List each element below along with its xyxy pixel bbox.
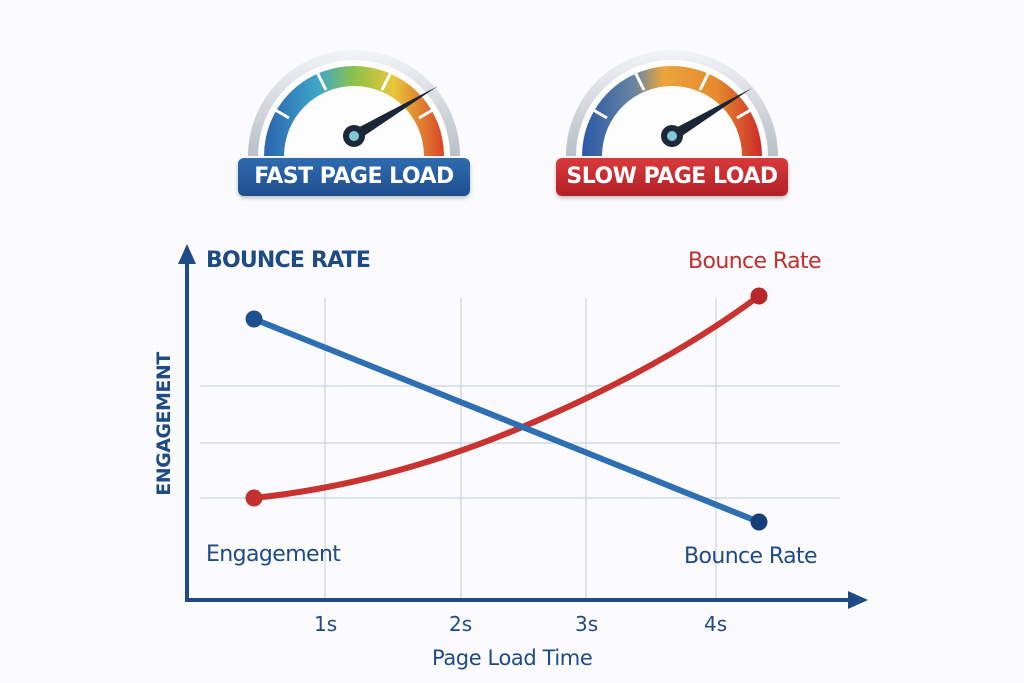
x-tick-1s: 1s (314, 612, 338, 636)
engagement-blue-line (251, 316, 762, 525)
bounce-rate-top-label: Bounce Rate (688, 249, 822, 274)
x-tick-3s: 3s (575, 612, 599, 636)
slow-page-load-gauge: SLOW PAGE LOAD (556, 28, 788, 200)
x-axis-arrow-icon (848, 591, 868, 609)
x-axis-label: Page Load Time (432, 646, 593, 670)
speedometer-slow-icon (566, 50, 778, 156)
axes (178, 244, 868, 609)
speedometer-fast-icon (248, 50, 460, 156)
grid-lines (200, 298, 840, 600)
engagement-label: Engagement (206, 542, 341, 567)
bounce-rate-bottom-label: Bounce Rate (684, 544, 818, 569)
y-axis-label: ENGAGEMENT (153, 352, 175, 496)
bounce-rate-red-curve (251, 293, 762, 501)
fast-page-load-label: FAST PAGE LOAD (238, 158, 470, 196)
x-tick-4s: 4s (704, 612, 728, 636)
fast-page-load-gauge: FAST PAGE LOAD (238, 28, 470, 200)
y-axis-top-label: BOUNCE RATE (206, 248, 371, 273)
x-tick-2s: 2s (449, 612, 473, 636)
slow-page-load-label: SLOW PAGE LOAD (556, 158, 788, 196)
y-axis-arrow-icon (178, 244, 196, 264)
